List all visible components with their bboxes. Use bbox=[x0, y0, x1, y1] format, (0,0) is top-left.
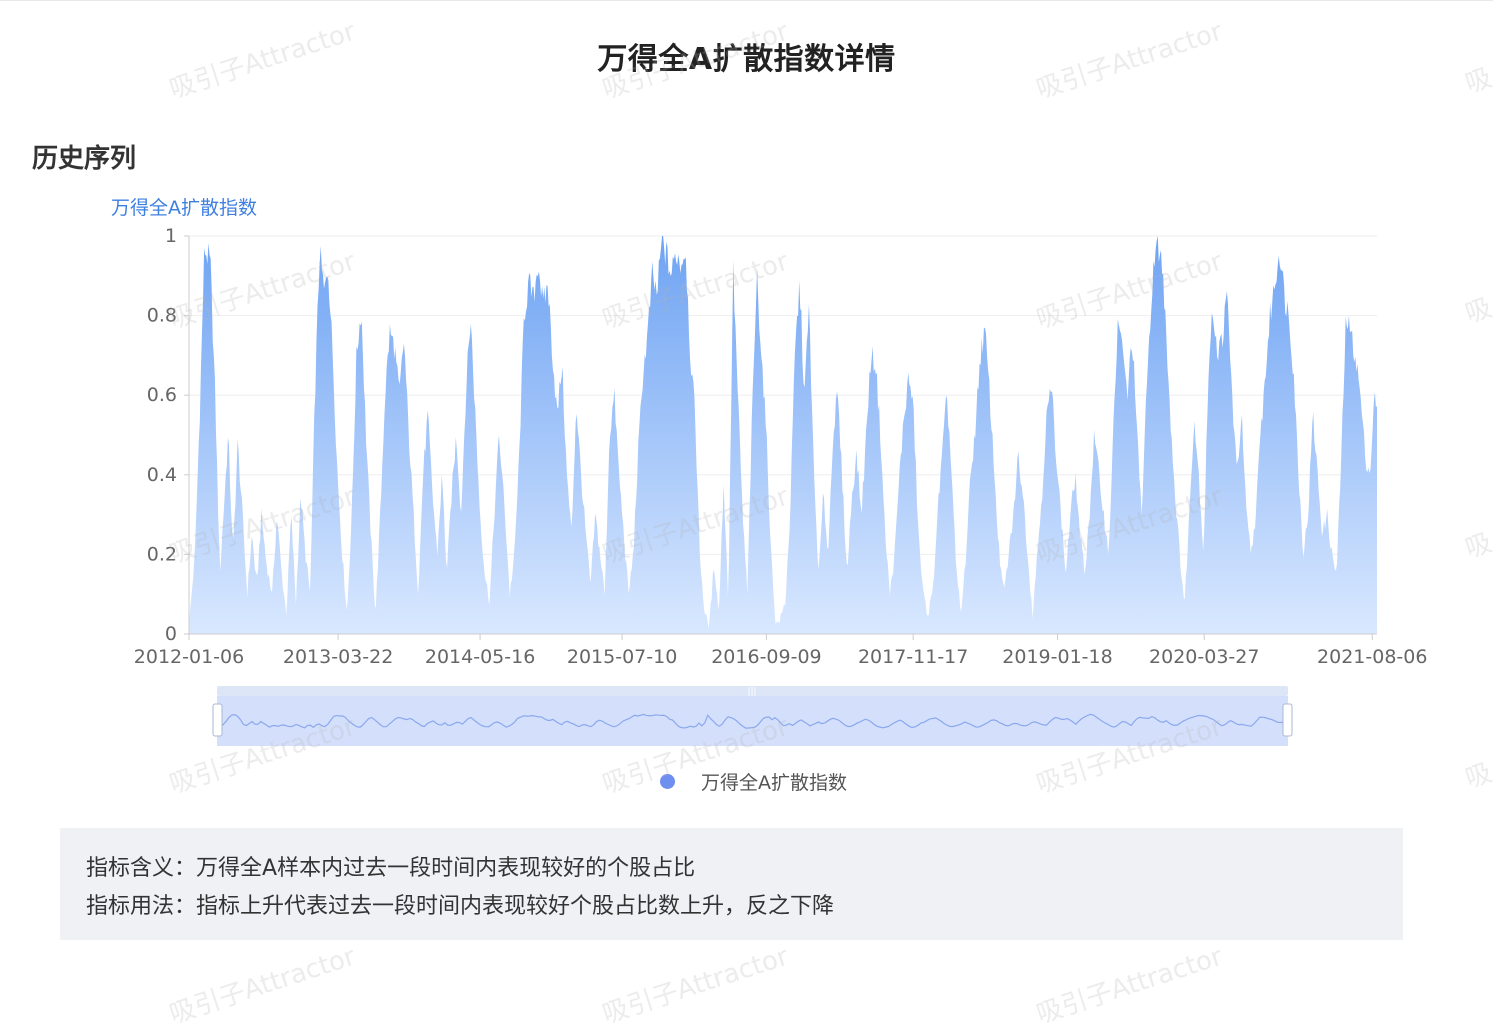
y-tick-label: 0 bbox=[165, 623, 177, 645]
y-tick-label: 1 bbox=[165, 225, 177, 247]
x-tick-label: 2017-11-17 bbox=[858, 646, 968, 668]
slider-grip-icon: ||| bbox=[747, 687, 756, 697]
series-area bbox=[189, 236, 1377, 634]
info-usage: 指标用法：指标上升代表过去一段时间内表现较好个股占比数上升，反之下降 bbox=[86, 888, 1403, 926]
watermark-text: 吸引子Attractor bbox=[165, 941, 360, 1031]
x-tick-label: 2020-03-27 bbox=[1149, 646, 1259, 668]
x-tick-label: 2016-09-09 bbox=[711, 646, 821, 668]
info-usage-text: 指标上升代表过去一段时间内表现较好个股占比数上升，反之下降 bbox=[196, 894, 835, 919]
page-title: 万得全A扩散指数详情 bbox=[597, 42, 896, 77]
info-meaning-text: 万得全A样本内过去一段时间内表现较好的个股占比 bbox=[196, 856, 696, 881]
section-title: 历史序列 bbox=[32, 144, 137, 174]
y-tick-label: 0.2 bbox=[147, 543, 177, 565]
slider-preview-line bbox=[216, 713, 1287, 729]
x-tick-label: 2014-05-16 bbox=[425, 646, 535, 668]
slider-handle-right[interactable] bbox=[1282, 703, 1293, 737]
y-tick-label: 0.8 bbox=[147, 305, 177, 327]
watermark-text: 吸引子Attractor bbox=[1032, 941, 1227, 1031]
top-border bbox=[0, 0, 1493, 1]
x-tick-label: 2019-01-18 bbox=[1002, 646, 1112, 668]
y-axis-series-label: 万得全A扩散指数 bbox=[111, 197, 257, 219]
x-tick-label: 2013-03-22 bbox=[283, 646, 393, 668]
slider-move-bar bbox=[217, 686, 1288, 696]
x-axis-ticks: 2012-01-06 2013-03-22 2014-05-16 2015-07-10… bbox=[134, 634, 1427, 668]
info-box: 指标含义：万得全A样本内过去一段时间内表现较好的个股占比 指标用法：指标上升代表… bbox=[60, 828, 1403, 940]
chart-canvas[interactable]: 0 0.2 0.4 0.6 0.8 1 2012-01-06 2013-03-22 2014-… bbox=[0, 0, 1493, 820]
slider-selected-range bbox=[217, 696, 1288, 746]
slider-handle-left[interactable] bbox=[212, 703, 223, 737]
info-meaning-label: 指标含义： bbox=[86, 856, 197, 881]
info-meaning: 指标含义：万得全A样本内过去一段时间内表现较好的个股占比 bbox=[86, 850, 1403, 888]
y-axis-ticks: 0 0.2 0.4 0.6 0.8 1 bbox=[147, 225, 189, 645]
legend-dot-icon bbox=[660, 774, 675, 789]
watermark-text: 吸引子Attractor bbox=[598, 941, 793, 1031]
data-zoom-slider[interactable]: ||| bbox=[212, 686, 1293, 746]
chart-legend[interactable]: 万得全A扩散指数 bbox=[660, 768, 847, 795]
x-tick-label: 2015-07-10 bbox=[567, 646, 677, 668]
x-tick-label: 2012-01-06 bbox=[134, 646, 244, 668]
x-tick-label: 2021-08-06 bbox=[1317, 646, 1427, 668]
y-tick-label: 0.6 bbox=[147, 384, 177, 406]
legend-label: 万得全A扩散指数 bbox=[701, 772, 847, 794]
y-tick-label: 0.4 bbox=[147, 464, 177, 486]
info-usage-label: 指标用法： bbox=[86, 894, 197, 919]
